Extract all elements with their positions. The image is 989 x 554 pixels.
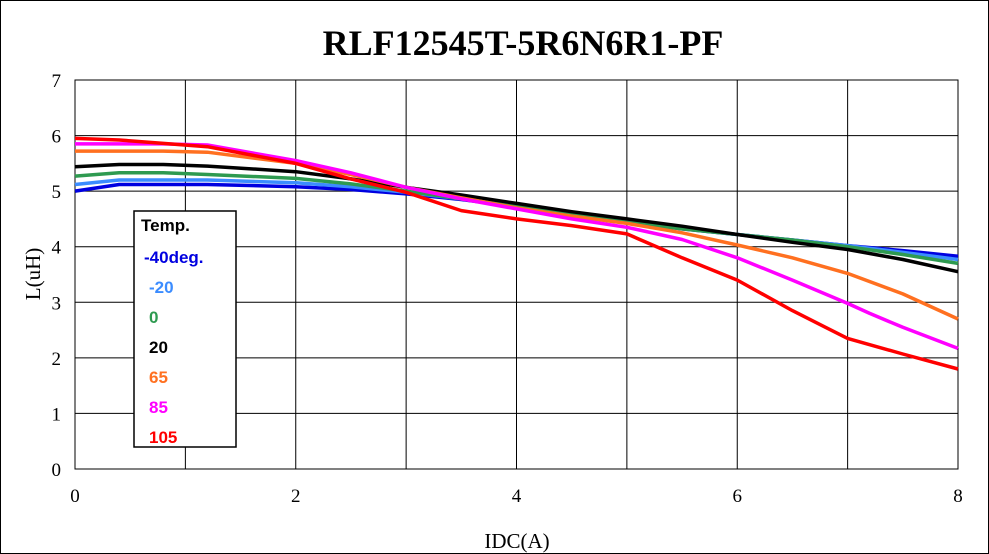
- legend-entry: 65: [149, 368, 168, 387]
- y-tick-label: 0: [52, 460, 62, 481]
- legend-entry: 105: [149, 428, 177, 447]
- series-line-105: [74, 136, 959, 371]
- legend-entry: -40deg.: [144, 248, 204, 267]
- x-tick-label: 0: [70, 486, 80, 507]
- legend-entry: 20: [149, 338, 168, 357]
- legend-entry: 0: [149, 308, 158, 327]
- tick-labels: 0 2 4 6 8 0 1 2 3 4 5 6 7: [52, 71, 963, 507]
- y-tick-label: 7: [52, 71, 62, 92]
- legend-entry: -20: [149, 278, 174, 297]
- series-line-20: [74, 162, 959, 274]
- series-group: [74, 136, 959, 371]
- y-tick-label: 4: [52, 238, 62, 259]
- grid: [75, 80, 958, 469]
- y-tick-label: 1: [52, 404, 62, 425]
- x-tick-label: 8: [953, 486, 963, 507]
- y-axis-label: L(uH): [21, 248, 45, 300]
- y-tick-label: 2: [52, 349, 62, 370]
- y-tick-label: 3: [52, 293, 62, 314]
- legend-entry: 85: [149, 398, 168, 417]
- x-tick-label: 6: [733, 486, 743, 507]
- x-axis-label: IDC(A): [484, 529, 549, 553]
- chart-title: RLF12545T-5R6N6R1-PF: [323, 23, 724, 63]
- legend: Temp. -40deg. -20 0 20 65 85 105: [133, 210, 237, 448]
- x-tick-label: 4: [512, 486, 522, 507]
- legend-box: [133, 210, 237, 448]
- x-tick-label: 2: [291, 486, 301, 507]
- y-tick-label: 6: [52, 127, 62, 148]
- legend-title: Temp.: [141, 216, 190, 235]
- y-tick-label: 5: [52, 182, 62, 203]
- legend-entries: -40deg. -20 0 20 65 85 105: [144, 248, 204, 447]
